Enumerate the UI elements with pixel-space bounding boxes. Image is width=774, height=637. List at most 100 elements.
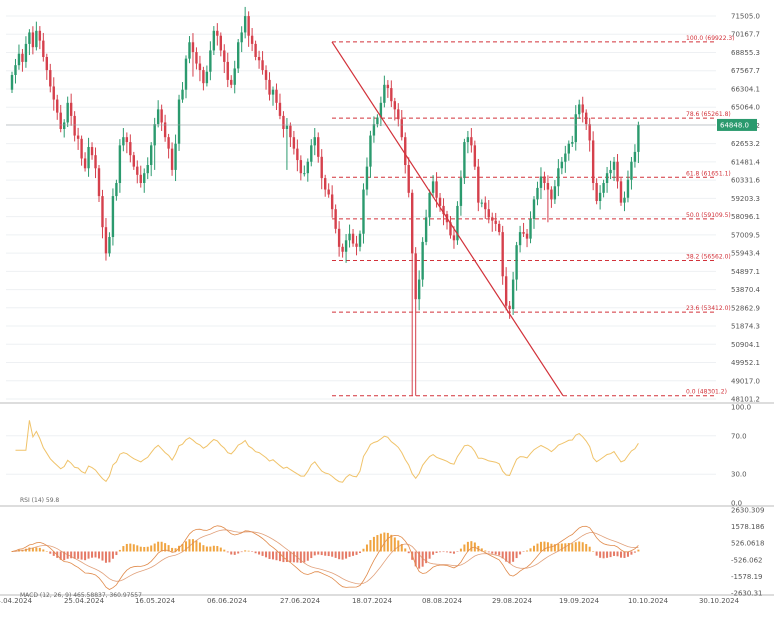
candle-body bbox=[254, 43, 257, 57]
candle-body bbox=[108, 237, 111, 254]
candle-body bbox=[508, 305, 511, 310]
candle-body bbox=[261, 60, 264, 71]
fib-level-label: 0.0 (48301.2) bbox=[686, 389, 727, 396]
macd-histogram-bar bbox=[205, 546, 208, 552]
candle-body bbox=[282, 115, 285, 129]
rsi-panel bbox=[15, 420, 639, 483]
macd-histogram-bar bbox=[369, 540, 372, 552]
macd-histogram-bar bbox=[404, 548, 407, 552]
macd-histogram-bar bbox=[195, 540, 198, 552]
macd-histogram-bar bbox=[136, 545, 139, 552]
macd-histogram-bar bbox=[233, 551, 236, 555]
macd-histogram-bar bbox=[167, 545, 170, 552]
macd-histogram-bar bbox=[73, 551, 76, 559]
macd-histogram-bar bbox=[623, 551, 626, 558]
candle-body bbox=[66, 102, 69, 123]
candle-body bbox=[10, 74, 14, 90]
macd-histogram-bar bbox=[508, 551, 511, 564]
candle-body bbox=[146, 165, 149, 174]
candle-body bbox=[45, 56, 48, 71]
macd-histogram-bar bbox=[153, 543, 156, 552]
fib-level-label: 61.8 (61651.1) bbox=[686, 170, 731, 177]
candle-body bbox=[372, 124, 376, 136]
macd-histogram-bar bbox=[519, 551, 522, 555]
macd-histogram-bar bbox=[198, 542, 201, 552]
price-axis-label: 67567.7 bbox=[731, 67, 760, 75]
macd-histogram-bar bbox=[522, 551, 525, 552]
macd-histogram-bar bbox=[386, 532, 389, 552]
macd-histogram-bar bbox=[359, 551, 361, 554]
macd-histogram-bar bbox=[11, 551, 13, 552]
macd-histogram-bar bbox=[425, 551, 428, 564]
price-axis-label: 53870.4 bbox=[731, 286, 760, 294]
candle-body bbox=[581, 104, 584, 113]
candle-body bbox=[14, 65, 17, 75]
candle-body bbox=[473, 145, 477, 167]
macd-histogram-bar bbox=[129, 543, 132, 552]
candle-body bbox=[156, 109, 160, 125]
candle-body bbox=[28, 32, 31, 44]
macd-histogram-bar bbox=[49, 551, 52, 554]
candle-body bbox=[442, 205, 445, 215]
candle-body bbox=[459, 178, 463, 206]
candle-body bbox=[421, 241, 424, 280]
date-axis-label: 29.08.2024 bbox=[492, 597, 533, 605]
macd-histogram-bar bbox=[292, 551, 295, 563]
candle-body bbox=[557, 168, 560, 187]
macd-histogram-bar bbox=[185, 541, 187, 552]
price-axis-label: 55943.4 bbox=[731, 250, 760, 258]
macd-histogram-bar bbox=[268, 551, 271, 559]
macd-histogram-bar bbox=[118, 549, 121, 552]
macd-histogram-bar bbox=[303, 551, 306, 563]
macd-histogram-bar bbox=[28, 547, 31, 552]
candle-body bbox=[240, 32, 243, 43]
macd-histogram-bar bbox=[390, 534, 393, 552]
macd-histogram-bar bbox=[240, 551, 243, 553]
macd-histogram-bar bbox=[630, 551, 633, 555]
candle-body bbox=[320, 156, 323, 179]
price-axis-label: 71505.0 bbox=[731, 13, 760, 21]
candle-body bbox=[452, 235, 456, 241]
candle-body bbox=[619, 181, 623, 203]
macd-histogram-bar bbox=[449, 551, 452, 554]
macd-histogram-bar bbox=[265, 551, 268, 558]
macd-histogram-bar bbox=[442, 551, 445, 553]
candle-body bbox=[24, 43, 28, 62]
candle-body bbox=[219, 35, 222, 51]
macd-histogram-bar bbox=[327, 551, 330, 557]
candle-body bbox=[257, 56, 261, 61]
macd-histogram-bar bbox=[146, 546, 149, 552]
rsi-axis-label: 70.0 bbox=[731, 432, 747, 440]
macd-histogram-bar bbox=[244, 550, 247, 552]
candle-body bbox=[438, 197, 442, 206]
macd-histogram-bar bbox=[299, 551, 302, 563]
macd-histogram-bar bbox=[338, 551, 341, 560]
fibonacci-levels: 100.0 (69922.3) 78.6 (65261.8) 61.8 (61651… bbox=[332, 35, 735, 397]
price-axis-label: 58096.1 bbox=[731, 213, 760, 221]
candle-body bbox=[111, 196, 115, 238]
candle-body bbox=[337, 228, 341, 247]
macd-histogram-bar bbox=[101, 551, 104, 561]
candle-body bbox=[480, 202, 483, 204]
macd-histogram-bar bbox=[362, 548, 365, 552]
candle-body bbox=[271, 89, 275, 95]
candle-body bbox=[198, 63, 202, 71]
macd-histogram-bar bbox=[487, 551, 490, 553]
candle-body bbox=[626, 179, 630, 198]
candle-body bbox=[553, 186, 557, 200]
candle-body bbox=[275, 89, 278, 103]
candle-body bbox=[223, 50, 226, 62]
candle-body bbox=[306, 161, 309, 174]
macd-histogram-bar bbox=[418, 551, 421, 569]
candle-body bbox=[52, 86, 55, 100]
candle-body bbox=[136, 166, 139, 175]
candle-body bbox=[376, 117, 379, 125]
macd-histogram-bar bbox=[571, 543, 574, 552]
macd-histogram-bar bbox=[581, 542, 584, 552]
candle-body bbox=[289, 125, 292, 138]
macd-histogram-bar bbox=[536, 543, 539, 552]
candle-body bbox=[177, 99, 181, 144]
candle-body bbox=[216, 30, 219, 36]
